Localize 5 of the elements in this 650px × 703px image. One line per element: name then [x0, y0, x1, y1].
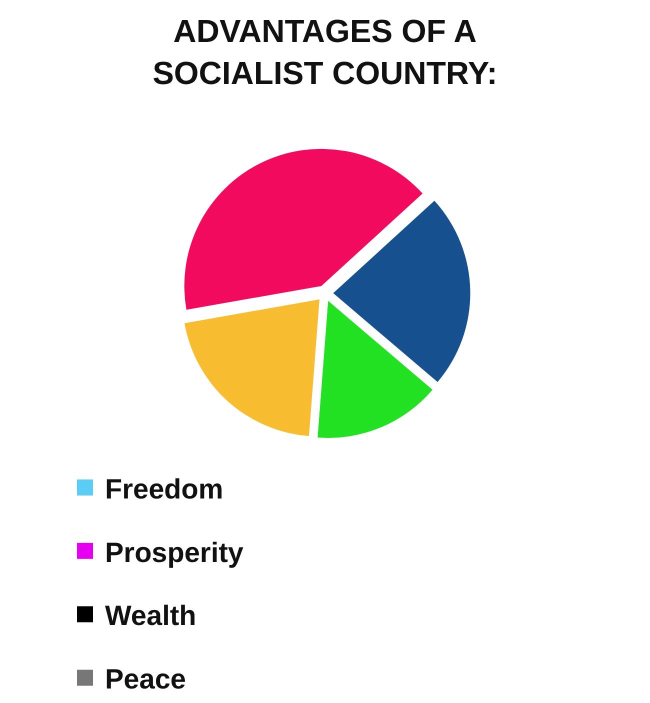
- legend-label: Freedom: [105, 473, 224, 504]
- legend-label: Peace: [105, 664, 186, 695]
- legend-label: Prosperity: [105, 536, 244, 568]
- legend-label: Wealth: [105, 600, 196, 632]
- chart-title: ADVANTAGES OF A SOCIALIST COUNTRY:: [152, 13, 498, 91]
